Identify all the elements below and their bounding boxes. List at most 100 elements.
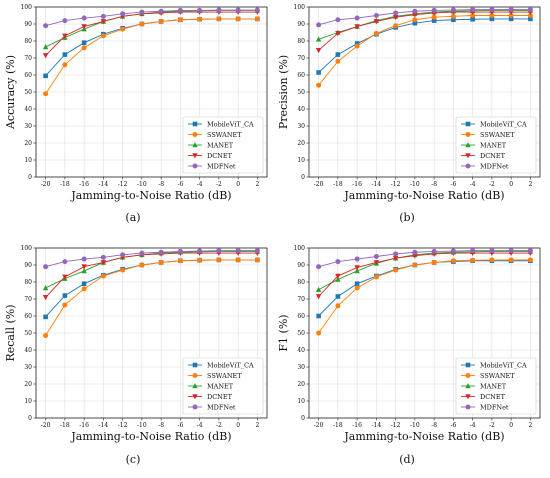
- x-tick-label: -12: [118, 181, 128, 188]
- legend-marker-mobilevit-ca: [465, 121, 471, 127]
- data-point-mdfnet: [120, 252, 126, 258]
- legend-marker-mdfnet: [192, 163, 198, 169]
- legend-label-mdfnet: MDFNet: [480, 403, 509, 411]
- data-point-mdfnet: [431, 248, 437, 254]
- series-line-manet: [45, 250, 258, 289]
- data-point-dcnet: [62, 274, 68, 280]
- data-point-manet: [315, 36, 322, 42]
- y-axis-label: Recall (%): [4, 304, 17, 361]
- series-line-sswanet: [318, 259, 531, 334]
- data-point-mdfnet: [254, 248, 260, 254]
- legend-label-sswanet: SSWANET: [480, 372, 515, 380]
- data-point-mdfnet: [450, 248, 456, 254]
- y-tick-label: 100: [21, 4, 33, 11]
- data-point-mdfnet: [254, 7, 260, 13]
- data-point-sswanet: [197, 16, 203, 22]
- y-axis-label: Precision (%): [277, 55, 290, 129]
- data-point-mdfnet: [508, 7, 514, 13]
- data-point-mdfnet: [335, 17, 341, 23]
- legend-label-dcnet: DCNET: [480, 393, 506, 401]
- x-tick-label: -16: [352, 181, 362, 188]
- data-point-sswanet: [235, 16, 241, 22]
- data-point-mdfnet: [216, 7, 222, 13]
- legend: MobileViT_CA SSWANET MANET DCNET MDFNet: [455, 116, 537, 174]
- series-line-sswanet: [318, 15, 531, 86]
- data-point-mdfnet: [100, 13, 106, 19]
- legend-marker-manet: [465, 383, 471, 389]
- y-tick-label: 10: [24, 398, 32, 405]
- y-tick-label: 0: [301, 415, 305, 422]
- x-tick-label: 2: [528, 422, 532, 429]
- x-tick-label: -14: [372, 181, 382, 188]
- y-tick-label: 20: [297, 381, 305, 388]
- data-point-mobilevit-ca: [431, 18, 437, 23]
- data-point-sswanet: [373, 274, 379, 280]
- legend-label-sswanet: SSWANET: [207, 372, 242, 380]
- y-tick-label: 100: [294, 245, 306, 252]
- y-tick-label: 50: [24, 330, 32, 337]
- data-point-sswanet: [373, 30, 379, 36]
- data-point-mdfnet: [100, 254, 106, 260]
- legend-marker-sswanet: [465, 373, 471, 378]
- data-point-mobilevit-ca: [62, 52, 68, 57]
- data-point-mdfnet: [235, 7, 241, 13]
- y-tick-label: 70: [24, 296, 32, 303]
- y-tick-label: 0: [301, 174, 305, 181]
- data-point-sswanet: [100, 273, 106, 279]
- data-point-mdfnet: [393, 10, 399, 16]
- y-tick-label: 30: [24, 364, 32, 371]
- x-axis-label: Jamming-to-Noise Ratio (dB): [70, 189, 231, 202]
- data-point-mdfnet: [139, 250, 145, 256]
- data-point-sswanet: [431, 14, 437, 20]
- data-point-mdfnet: [354, 15, 360, 21]
- data-point-sswanet: [450, 258, 456, 264]
- x-tick-label: -10: [410, 422, 420, 429]
- data-point-sswanet: [489, 257, 495, 263]
- data-point-dcnet: [354, 265, 360, 271]
- legend-label-manet: MANET: [480, 141, 507, 149]
- y-axis-label: Accuracy (%): [4, 55, 17, 130]
- legend-marker-dcnet: [192, 153, 198, 159]
- x-tick-label: -14: [372, 422, 382, 429]
- y-tick-label: 40: [24, 347, 32, 354]
- y-tick-label: 70: [24, 55, 32, 62]
- x-tick-label: -2: [489, 181, 495, 188]
- data-point-dcnet: [373, 260, 380, 266]
- y-tick-label: 60: [24, 72, 32, 79]
- data-point-mobilevit-ca: [470, 16, 475, 22]
- data-point-mdfnet: [158, 8, 164, 14]
- legend-label-sswanet: SSWANET: [480, 131, 515, 139]
- data-point-sswanet: [254, 16, 260, 22]
- data-point-sswanet: [412, 262, 418, 268]
- data-point-dcnet: [412, 253, 418, 259]
- data-point-sswanet: [120, 267, 126, 273]
- data-point-sswanet: [62, 302, 68, 308]
- series-line-dcnet: [318, 11, 531, 51]
- series-line-manet: [318, 250, 531, 291]
- legend-marker-sswanet: [192, 373, 198, 378]
- data-point-sswanet: [139, 21, 145, 27]
- data-point-dcnet: [100, 260, 107, 266]
- data-point-mobilevit-ca: [528, 16, 533, 22]
- y-tick-label: 0: [28, 174, 32, 181]
- legend-marker-mobilevit-ca: [192, 362, 198, 368]
- data-point-sswanet: [316, 82, 322, 88]
- y-tick-label: 60: [297, 72, 305, 79]
- data-point-mdfnet: [197, 7, 203, 13]
- x-tick-label: -4: [470, 181, 476, 188]
- legend-marker-manet: [192, 383, 198, 389]
- y-axis-label: F1 (%): [277, 314, 290, 351]
- series-line-dcnet: [318, 252, 531, 297]
- data-point-sswanet: [254, 257, 260, 263]
- y-tick-label: 20: [24, 140, 32, 147]
- legend-box: [182, 357, 264, 415]
- data-point-mdfnet: [470, 248, 476, 254]
- x-tick-label: -20: [314, 181, 324, 188]
- data-point-dcnet: [412, 12, 418, 18]
- legend-marker-sswanet: [192, 132, 198, 137]
- y-tick-label: 50: [297, 330, 305, 337]
- data-point-sswanet: [431, 259, 437, 265]
- data-point-sswanet: [412, 17, 418, 23]
- data-point-mdfnet: [81, 256, 87, 262]
